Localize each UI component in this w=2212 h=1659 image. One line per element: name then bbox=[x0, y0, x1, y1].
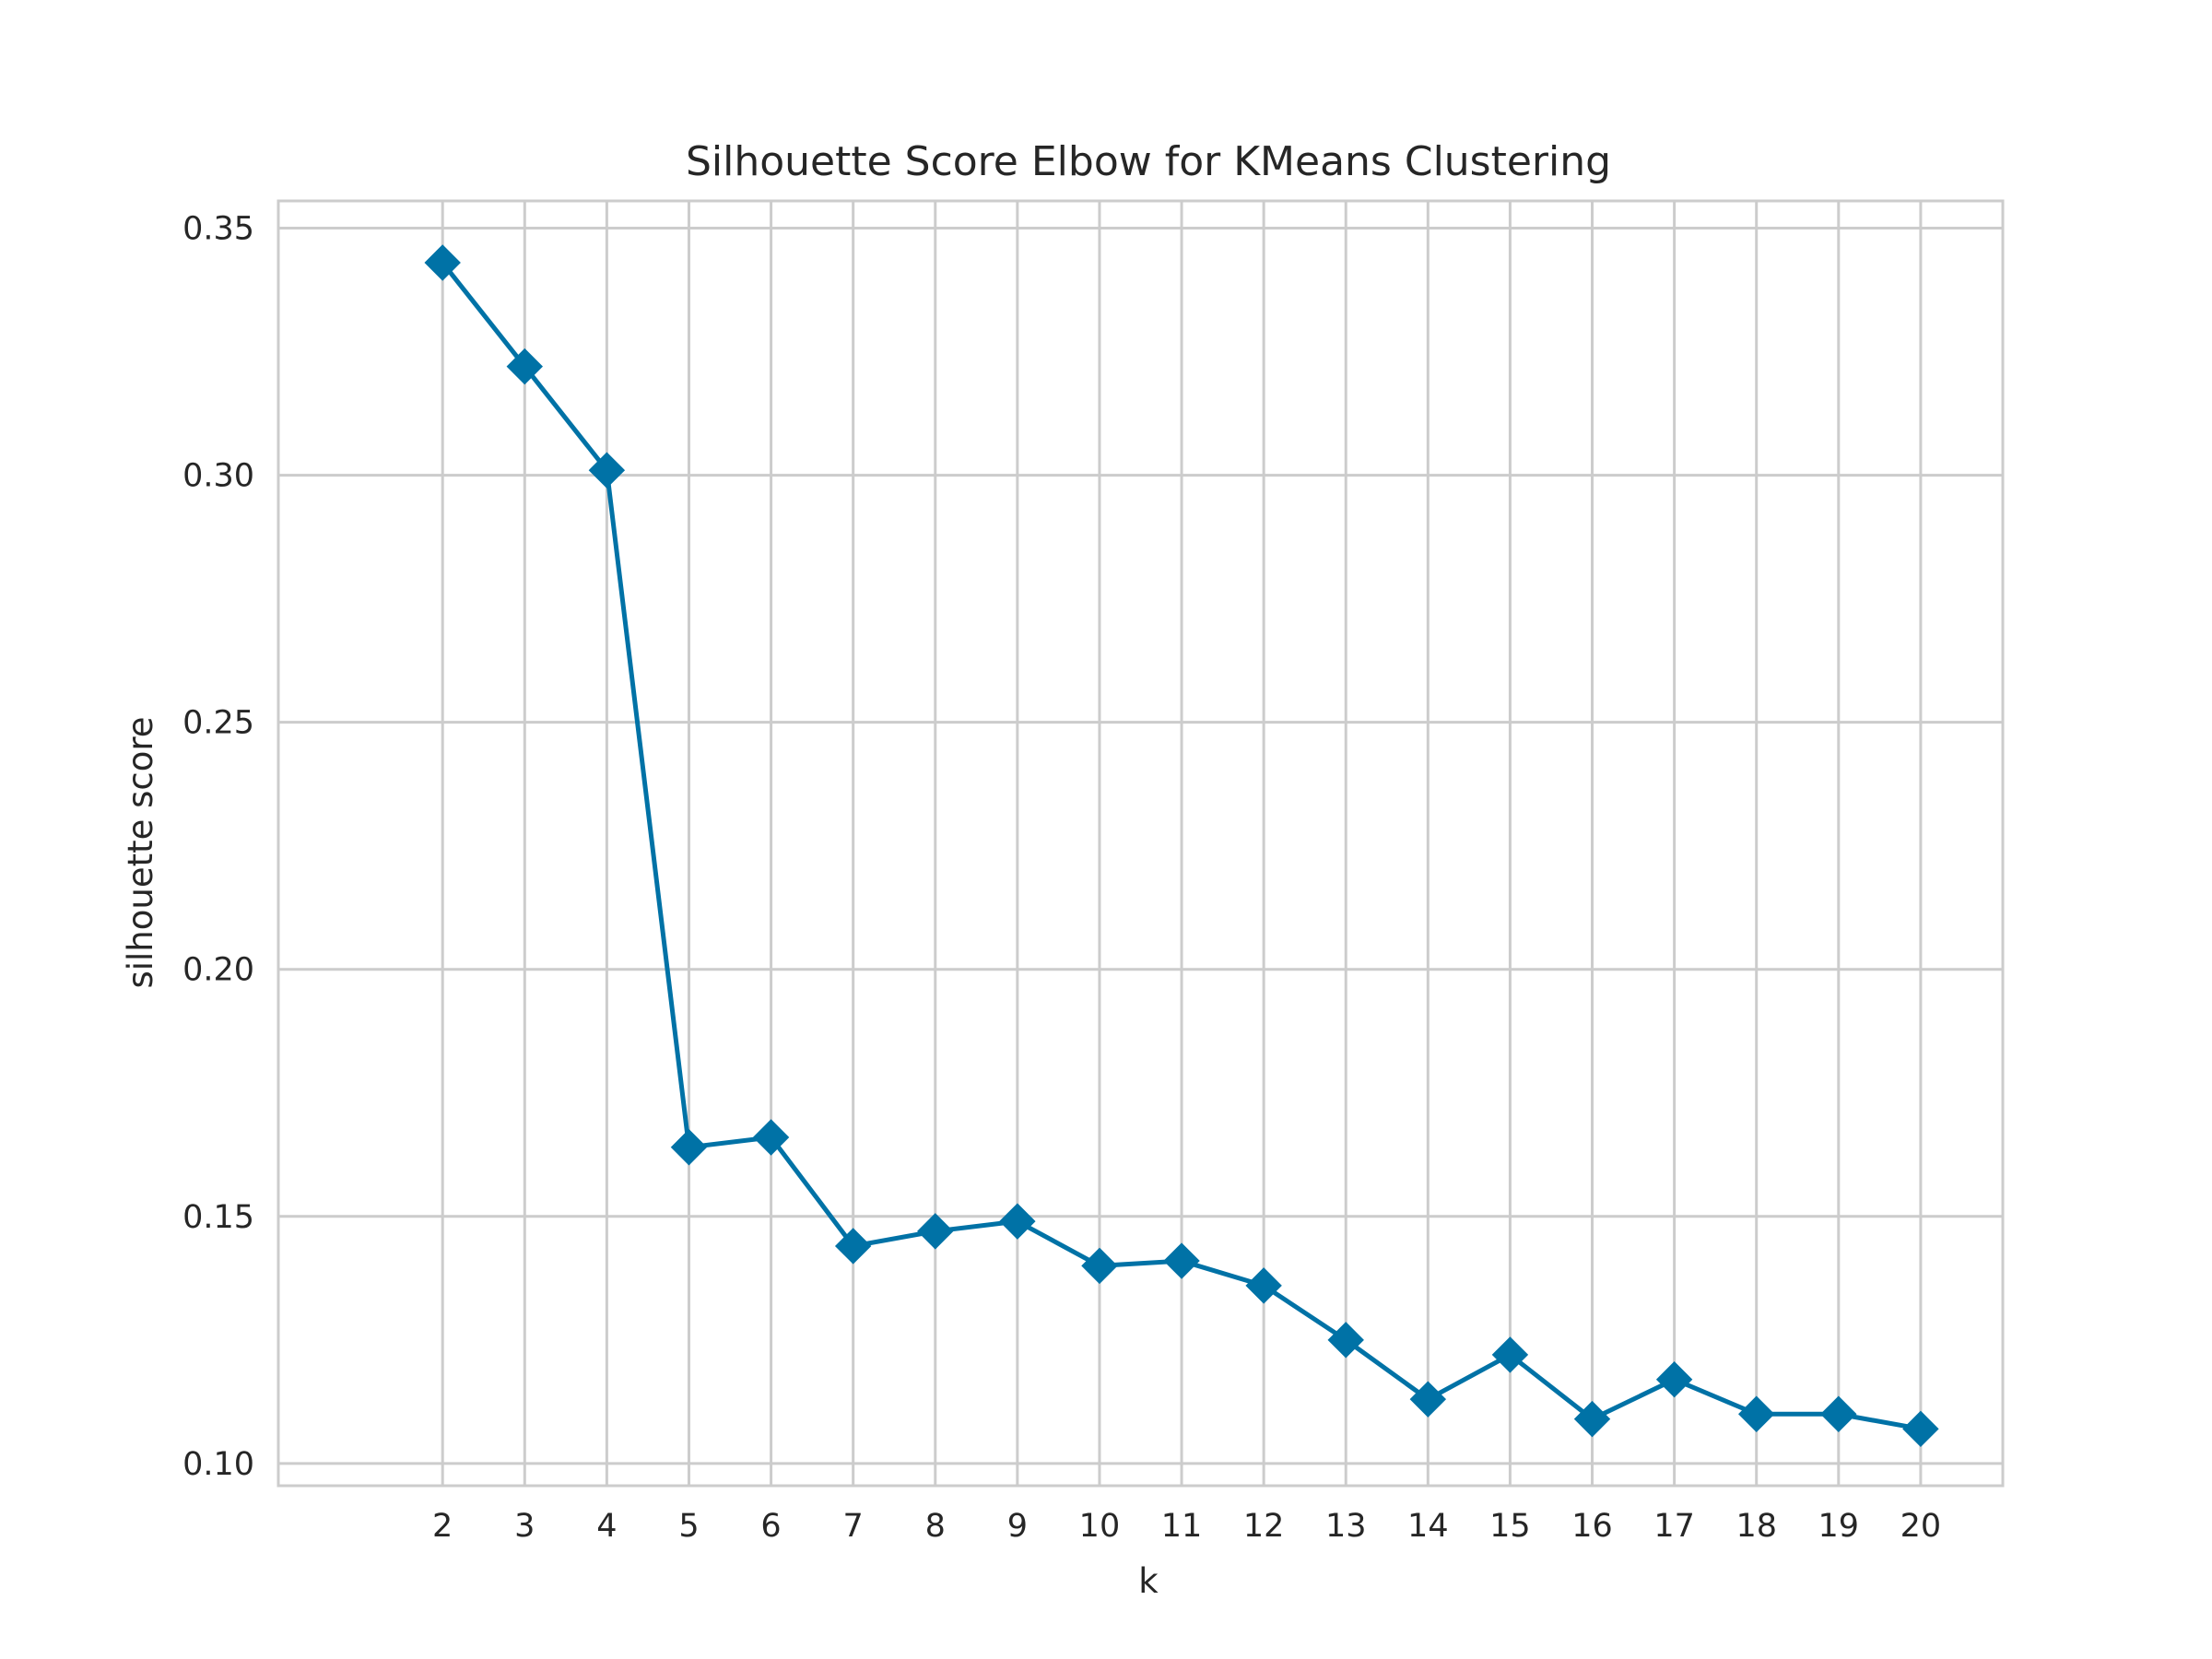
x-tick-label: 11 bbox=[1161, 1508, 1203, 1545]
data-point bbox=[917, 1213, 954, 1250]
data-point bbox=[1573, 1400, 1611, 1438]
x-axis-label: k bbox=[1138, 1561, 1159, 1601]
x-tick-label: 4 bbox=[596, 1508, 617, 1545]
y-axis-label: silhouette score bbox=[121, 716, 160, 988]
x-tick-label: 17 bbox=[1653, 1508, 1695, 1545]
data-point bbox=[506, 347, 543, 385]
x-tick-label: 3 bbox=[514, 1508, 535, 1545]
x-tick-label: 19 bbox=[1818, 1508, 1860, 1545]
x-tick-label: 2 bbox=[432, 1508, 453, 1545]
x-tick-label: 9 bbox=[1007, 1508, 1028, 1545]
data-point bbox=[670, 1129, 708, 1166]
x-tick-label: 16 bbox=[1571, 1508, 1613, 1545]
data-point bbox=[424, 244, 461, 281]
data-point bbox=[1327, 1322, 1364, 1359]
x-tick-label: 8 bbox=[925, 1508, 946, 1545]
chart-title: Silhouette Score Elbow for KMeans Cluste… bbox=[686, 138, 1611, 185]
y-tick-label: 0.35 bbox=[182, 210, 254, 247]
data-point bbox=[1820, 1395, 1857, 1432]
x-tick-label: 6 bbox=[760, 1508, 781, 1545]
data-point bbox=[752, 1119, 790, 1156]
marker-layer bbox=[424, 244, 1939, 1448]
data-point bbox=[834, 1228, 872, 1265]
data-point bbox=[1163, 1242, 1200, 1279]
grid-lines bbox=[278, 201, 2003, 1486]
y-tick-labels: 0.10 0.15 0.20 0.25 0.30 0.35 bbox=[182, 210, 254, 1482]
y-tick-label: 0.30 bbox=[182, 458, 254, 495]
data-point bbox=[1491, 1336, 1529, 1373]
data-point bbox=[1409, 1381, 1447, 1418]
y-tick-label: 0.25 bbox=[182, 705, 254, 742]
data-point bbox=[1081, 1247, 1118, 1285]
x-tick-label: 10 bbox=[1079, 1508, 1121, 1545]
x-tick-label: 14 bbox=[1407, 1508, 1449, 1545]
plot-frame bbox=[276, 199, 2005, 1488]
data-point bbox=[1245, 1267, 1282, 1304]
data-point bbox=[1738, 1395, 1775, 1432]
data-point bbox=[1902, 1410, 1939, 1448]
x-tick-label: 12 bbox=[1243, 1508, 1285, 1545]
y-tick-label: 0.20 bbox=[182, 952, 254, 989]
x-tick-label: 5 bbox=[678, 1508, 699, 1545]
x-tick-label: 13 bbox=[1325, 1508, 1367, 1545]
y-tick-label: 0.10 bbox=[182, 1446, 254, 1483]
data-point bbox=[588, 452, 626, 488]
x-tick-label: 18 bbox=[1735, 1508, 1777, 1545]
x-tick-label: 7 bbox=[843, 1508, 864, 1545]
data-point bbox=[999, 1203, 1036, 1240]
y-tick-label: 0.15 bbox=[182, 1199, 254, 1236]
x-tick-label: 20 bbox=[1900, 1508, 1942, 1545]
x-tick-labels: 2 3 4 5 6 7 8 9 10 11 12 13 14 15 16 17 18 19 20 bbox=[432, 1508, 1941, 1545]
data-point bbox=[1655, 1361, 1693, 1398]
x-tick-label: 15 bbox=[1489, 1508, 1531, 1545]
